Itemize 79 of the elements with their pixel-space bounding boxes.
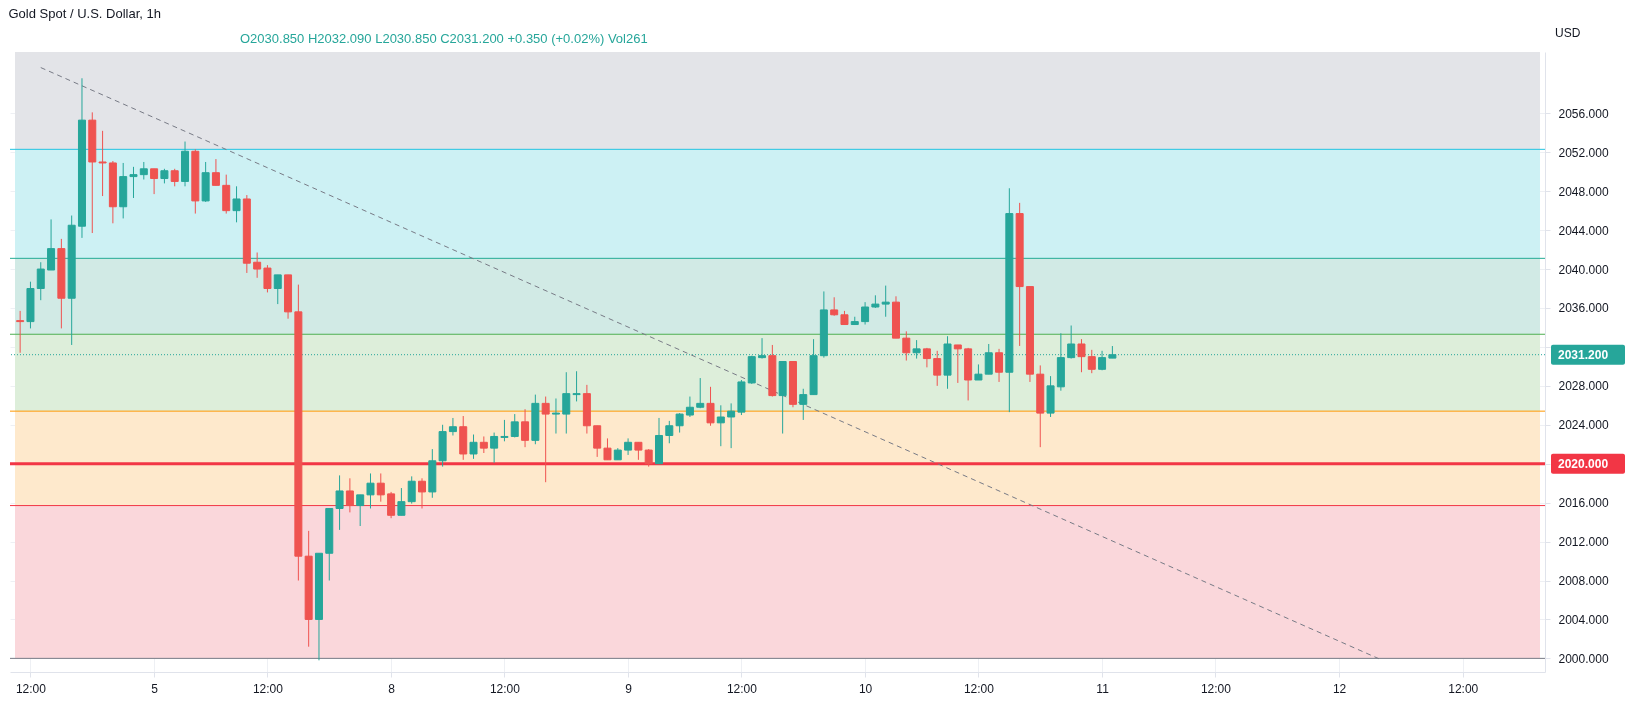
ref-line-label: 2020.000 bbox=[1558, 456, 1609, 471]
candlestick bbox=[696, 377, 705, 409]
candlestick bbox=[150, 168, 159, 195]
y-tick-label: 2016.000 bbox=[1558, 496, 1609, 511]
candlestick bbox=[490, 432, 499, 464]
candlestick bbox=[902, 330, 911, 362]
candlestick bbox=[861, 301, 870, 326]
candlestick bbox=[448, 417, 457, 436]
y-tick-label: 2052.000 bbox=[1558, 145, 1609, 160]
candlestick bbox=[933, 350, 942, 387]
candlestick bbox=[706, 386, 715, 427]
y-tick-label: 2008.000 bbox=[1558, 574, 1609, 589]
candlestick bbox=[418, 477, 427, 509]
x-tick-label: 12 bbox=[1332, 681, 1347, 696]
candlestick bbox=[387, 491, 396, 519]
x-tick-label: 12:00 bbox=[252, 681, 284, 696]
x-tick-label: 8 bbox=[388, 681, 396, 696]
candlestick bbox=[232, 185, 241, 223]
candlestick bbox=[36, 261, 45, 301]
candlestick bbox=[551, 398, 560, 435]
y-axis-title: USD bbox=[1555, 26, 1581, 40]
candlestick bbox=[211, 158, 220, 186]
candlestick bbox=[995, 348, 1004, 383]
candlestick bbox=[335, 474, 344, 531]
candlestick bbox=[603, 437, 612, 461]
y-tick-label: 2056.000 bbox=[1558, 106, 1609, 121]
candlestick bbox=[407, 475, 416, 505]
text: O2030.850 H2032.090 L2030.850 C2031.200 +0.350 (+0.02%) Vol261 bbox=[240, 31, 648, 46]
y-tick-label: 2000.000 bbox=[1558, 651, 1609, 666]
y-tick-label: 2004.000 bbox=[1558, 612, 1609, 627]
chart-title: Gold Spot / U.S. Dollar, 1h bbox=[8, 6, 161, 21]
candlestick bbox=[1077, 338, 1086, 373]
candlestick bbox=[953, 344, 962, 384]
candlestick bbox=[830, 296, 839, 317]
candlestick bbox=[263, 264, 272, 293]
x-tick-label: 12:00 bbox=[1448, 681, 1479, 696]
candlestick bbox=[16, 310, 25, 354]
x-tick-label: 10 bbox=[858, 681, 873, 696]
candlestick bbox=[624, 437, 633, 456]
y-tick-label: 2040.000 bbox=[1558, 262, 1609, 277]
y-tick-label: 2048.000 bbox=[1558, 184, 1609, 199]
x-tick-label: 12:00 bbox=[963, 681, 995, 696]
candlestick bbox=[541, 396, 550, 483]
candlestick bbox=[675, 412, 684, 434]
x-tick-label: 5 bbox=[151, 681, 159, 696]
candlestick bbox=[521, 408, 530, 448]
candlestick bbox=[665, 420, 674, 444]
y-tick-label: 2044.000 bbox=[1558, 223, 1609, 238]
y-tick-label: 2024.000 bbox=[1558, 418, 1609, 433]
candlestick bbox=[1087, 349, 1096, 374]
candlestick bbox=[881, 285, 890, 318]
candlestick bbox=[98, 130, 107, 197]
candlestick bbox=[253, 252, 262, 279]
candlestick bbox=[366, 472, 375, 509]
candlestick bbox=[273, 274, 282, 305]
ref-line-label: 2031.200 bbox=[1558, 347, 1609, 362]
candlestick bbox=[376, 472, 385, 503]
candlestick bbox=[469, 434, 478, 460]
y-tick-label: 2036.000 bbox=[1558, 301, 1609, 316]
candlestick bbox=[685, 396, 694, 418]
x-tick-label: 12:00 bbox=[726, 681, 758, 696]
candlestick bbox=[356, 494, 365, 527]
candlestick bbox=[129, 166, 138, 199]
candlestick bbox=[500, 419, 509, 442]
y-tick-label: 2028.000 bbox=[1558, 379, 1609, 394]
x-tick-label: 12:00 bbox=[15, 681, 47, 696]
x-tick-label: 12:00 bbox=[1200, 681, 1232, 696]
candlestick bbox=[572, 370, 581, 402]
candlestick bbox=[593, 425, 602, 458]
candlestick bbox=[727, 402, 736, 449]
candlestick bbox=[562, 371, 571, 435]
candlestick bbox=[799, 388, 808, 421]
candlestick bbox=[716, 404, 725, 447]
candlestick bbox=[345, 477, 354, 513]
x-tick-label: 9 bbox=[625, 681, 633, 696]
x-tick-label: 12:00 bbox=[489, 681, 521, 696]
x-tick-label: 11 bbox=[1096, 681, 1110, 696]
y-tick-label: 2012.000 bbox=[1558, 535, 1609, 550]
candlestick bbox=[397, 487, 406, 516]
